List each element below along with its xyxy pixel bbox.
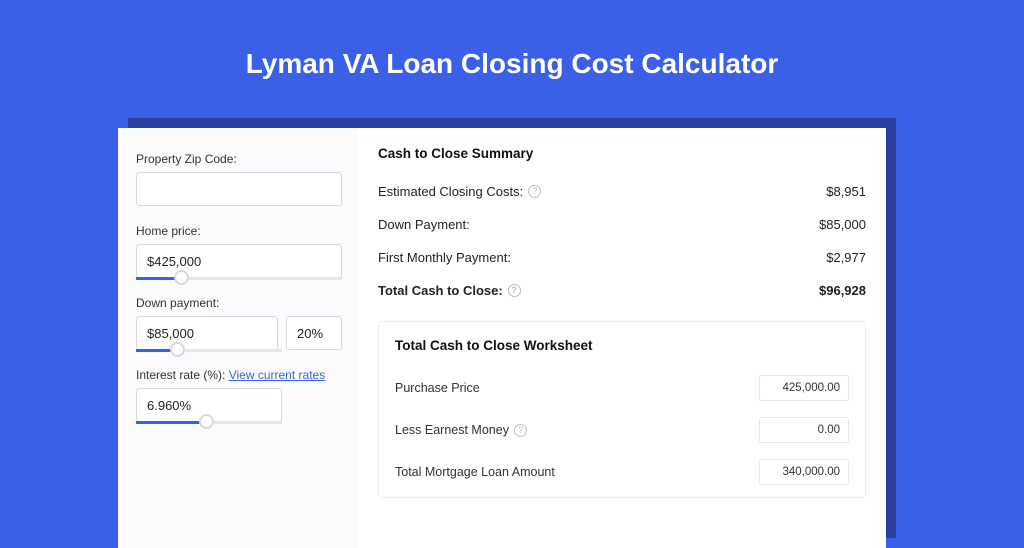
worksheet-row: Purchase Price	[395, 367, 849, 409]
worksheet-label-text: Purchase Price	[395, 381, 480, 395]
slider-thumb[interactable]	[199, 414, 214, 429]
help-icon[interactable]: ?	[508, 284, 521, 297]
summary-row-label: Down Payment:	[378, 217, 470, 232]
summary-title: Cash to Close Summary	[378, 146, 866, 161]
summary-row: Down Payment: $85,000	[378, 208, 866, 241]
summary-row: Total Cash to Close:? $96,928	[378, 274, 866, 307]
summary-row-label: Total Cash to Close:?	[378, 283, 521, 298]
rate-label-text: Interest rate (%):	[136, 368, 225, 382]
help-icon[interactable]: ?	[528, 185, 541, 198]
home-price-field: Home price:	[136, 224, 342, 278]
summary-row: Estimated Closing Costs:? $8,951	[378, 175, 866, 208]
down-payment-input[interactable]	[136, 316, 278, 350]
worksheet-value-input[interactable]	[759, 459, 849, 485]
summary-label-text: Total Cash to Close:	[378, 283, 503, 298]
worksheet-box: Total Cash to Close Worksheet Purchase P…	[378, 321, 866, 498]
worksheet-row-label: Less Earnest Money?	[395, 423, 527, 437]
summary-label-text: Estimated Closing Costs:	[378, 184, 523, 199]
home-price-input[interactable]	[136, 244, 342, 278]
down-payment-label: Down payment:	[136, 296, 342, 310]
summary-row-value: $2,977	[826, 250, 866, 265]
summary-row-value: $8,951	[826, 184, 866, 199]
summary-row-value: $85,000	[819, 217, 866, 232]
worksheet-label-text: Total Mortgage Loan Amount	[395, 465, 555, 479]
zip-label: Property Zip Code:	[136, 152, 342, 166]
summary-label-text: First Monthly Payment:	[378, 250, 511, 265]
summary-row-value: $96,928	[819, 283, 866, 298]
down-payment-field: Down payment:	[136, 296, 342, 350]
interest-rate-field: Interest rate (%): View current rates	[136, 368, 342, 422]
worksheet-label-text: Less Earnest Money	[395, 423, 509, 437]
slider-thumb[interactable]	[170, 342, 185, 357]
zip-field: Property Zip Code:	[136, 152, 342, 206]
worksheet-title: Total Cash to Close Worksheet	[395, 338, 849, 353]
summary-label-text: Down Payment:	[378, 217, 470, 232]
summary-panel: Cash to Close Summary Estimated Closing …	[358, 128, 886, 548]
worksheet-row: Total Mortgage Loan Amount	[395, 451, 849, 493]
slider-fill	[136, 421, 206, 424]
slider-thumb[interactable]	[174, 270, 189, 285]
worksheet-value-input[interactable]	[759, 375, 849, 401]
inputs-panel: Property Zip Code: Home price: Down paym…	[118, 128, 358, 548]
interest-rate-label: Interest rate (%): View current rates	[136, 368, 342, 382]
down-payment-pct-input[interactable]	[286, 316, 342, 350]
home-price-label: Home price:	[136, 224, 342, 238]
zip-input[interactable]	[136, 172, 342, 206]
calculator-card: Property Zip Code: Home price: Down paym…	[118, 128, 886, 548]
help-icon[interactable]: ?	[514, 424, 527, 437]
summary-row-label: First Monthly Payment:	[378, 250, 511, 265]
worksheet-row-label: Purchase Price	[395, 381, 480, 395]
view-rates-link[interactable]: View current rates	[229, 368, 326, 382]
summary-row-label: Estimated Closing Costs:?	[378, 184, 541, 199]
worksheet-value-input[interactable]	[759, 417, 849, 443]
summary-row: First Monthly Payment: $2,977	[378, 241, 866, 274]
worksheet-row-label: Total Mortgage Loan Amount	[395, 465, 555, 479]
worksheet-row: Less Earnest Money?	[395, 409, 849, 451]
page-title: Lyman VA Loan Closing Cost Calculator	[0, 0, 1024, 108]
